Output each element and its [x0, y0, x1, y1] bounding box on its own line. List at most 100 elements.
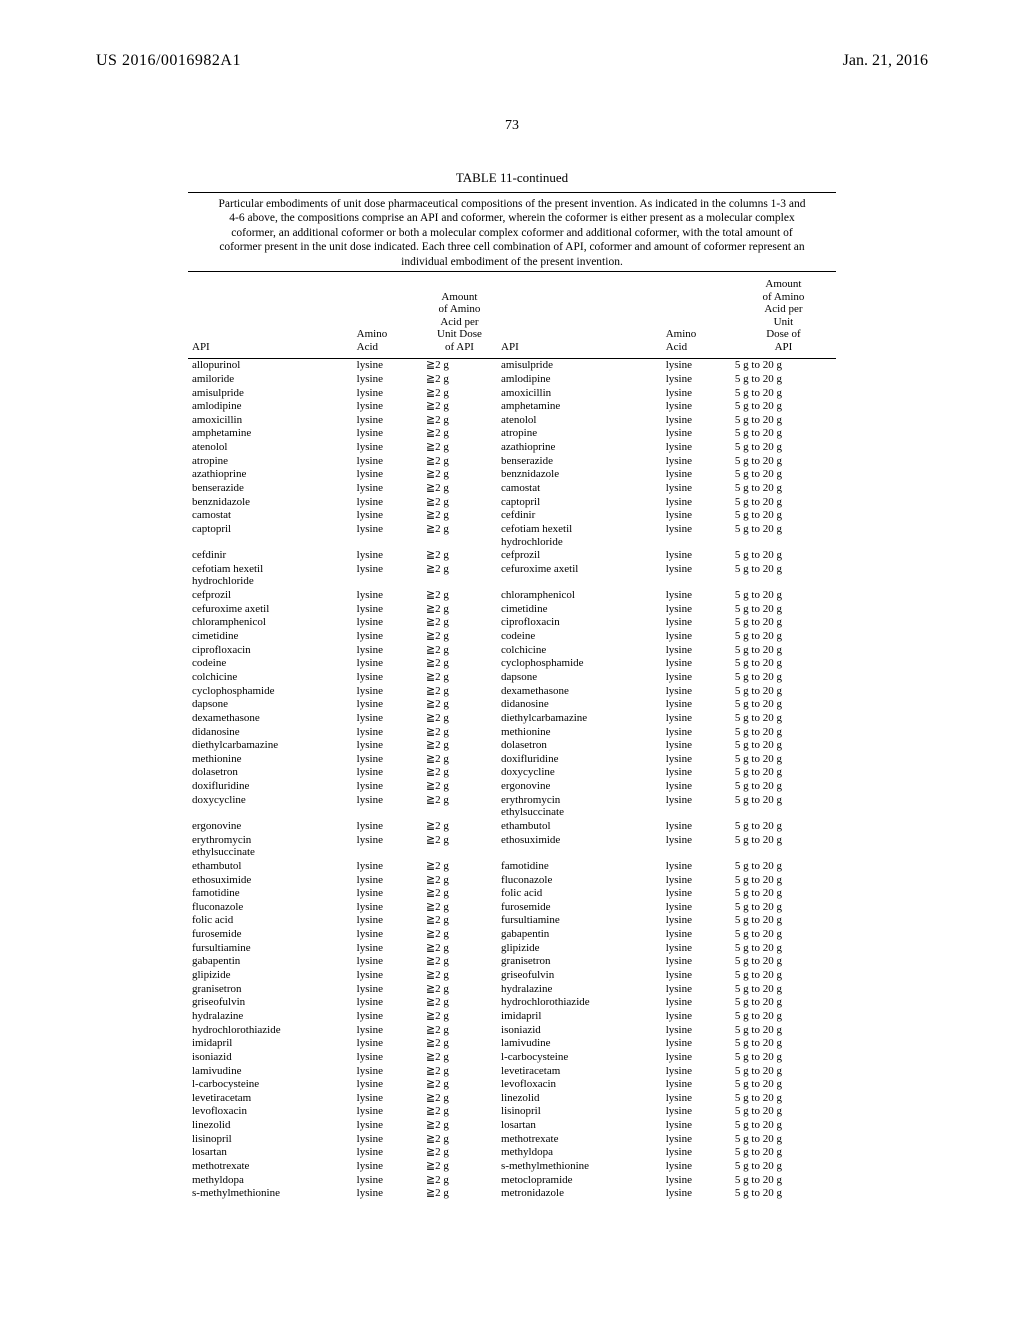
cell-amino-left: lysine [353, 996, 422, 1010]
cell-api-right: captopril [497, 495, 662, 509]
cell-api-right: dolasetron [497, 739, 662, 753]
table-row: amphetaminelysine≧2 gatropinelysine5 g t… [188, 427, 836, 441]
cell-api-right: doxycycline [497, 766, 662, 780]
cell-dose-right: 5 g to 20 g [731, 413, 836, 427]
cell-dose-right: 5 g to 20 g [731, 1009, 836, 1023]
cell-api-right: cimetidine [497, 602, 662, 616]
cell-amino-left: lysine [353, 522, 422, 548]
cell-amino-left: lysine [353, 887, 422, 901]
cell-dose-left: ≧2 g [422, 780, 497, 794]
cell-amino-right: lysine [662, 562, 731, 588]
cell-amino-right: lysine [662, 1105, 731, 1119]
cell-api-right: linezolid [497, 1091, 662, 1105]
cell-amino-right: lysine [662, 643, 731, 657]
cell-api-right: cefprozil [497, 549, 662, 563]
table-row: folic acidlysine≧2 gfursultiaminelysine5… [188, 914, 836, 928]
cell-amino-right: lysine [662, 386, 731, 400]
cell-dose-right: 5 g to 20 g [731, 1132, 836, 1146]
cell-amino-right: lysine [662, 1132, 731, 1146]
patent-number: US 2016/0016982A1 [96, 52, 241, 70]
cell-amino-left: lysine [353, 509, 422, 523]
cell-amino-left: lysine [353, 955, 422, 969]
cell-api-left: ciprofloxacin [188, 643, 353, 657]
cell-api-right: azathioprine [497, 441, 662, 455]
cell-dose-left: ≧2 g [422, 1050, 497, 1064]
cell-amino-right: lysine [662, 1160, 731, 1174]
table-row: cefdinirlysine≧2 gcefprozillysine5 g to … [188, 549, 836, 563]
cell-amino-right: lysine [662, 982, 731, 996]
cell-dose-left: ≧2 g [422, 833, 497, 859]
table-row: azathioprinelysine≧2 gbenznidazolelysine… [188, 468, 836, 482]
cell-amino-left: lysine [353, 1091, 422, 1105]
cell-dose-left: ≧2 g [422, 955, 497, 969]
cell-amino-left: lysine [353, 657, 422, 671]
cell-amino-right: lysine [662, 969, 731, 983]
cell-amino-right: lysine [662, 955, 731, 969]
cell-amino-right: lysine [662, 711, 731, 725]
cell-amino-left: lysine [353, 1050, 422, 1064]
cell-dose-left: ≧2 g [422, 670, 497, 684]
cell-dose-right: 5 g to 20 g [731, 509, 836, 523]
cell-api-left: azathioprine [188, 468, 353, 482]
table-row: isoniazidlysine≧2 gl-carbocysteinelysine… [188, 1050, 836, 1064]
th-dose-right: Amountof AminoAcid perUnitDose ofAPI [731, 272, 836, 358]
cell-amino-left: lysine [353, 1023, 422, 1037]
cell-dose-right: 5 g to 20 g [731, 468, 836, 482]
table-row: levofloxacinlysine≧2 glisinoprillysine5 … [188, 1105, 836, 1119]
cell-amino-left: lysine [353, 1187, 422, 1201]
cell-dose-left: ≧2 g [422, 873, 497, 887]
cell-amino-right: lysine [662, 887, 731, 901]
cell-amino-left: lysine [353, 1037, 422, 1051]
cell-api-left: fursultiamine [188, 941, 353, 955]
cell-api-left: doxycycline [188, 793, 353, 819]
cell-api-left: imidapril [188, 1037, 353, 1051]
cell-api-right: furosemide [497, 900, 662, 914]
cell-dose-left: ≧2 g [422, 684, 497, 698]
cell-api-left: cefdinir [188, 549, 353, 563]
cell-api-left: ethosuximide [188, 873, 353, 887]
cell-amino-right: lysine [662, 820, 731, 834]
cell-amino-right: lysine [662, 589, 731, 603]
cell-amino-right: lysine [662, 468, 731, 482]
cell-dose-right: 5 g to 20 g [731, 1173, 836, 1187]
table-row: losartanlysine≧2 gmethyldopalysine5 g to… [188, 1146, 836, 1160]
cell-api-left: benserazide [188, 481, 353, 495]
cell-api-left: methotrexate [188, 1160, 353, 1174]
cell-dose-left: ≧2 g [422, 481, 497, 495]
cell-amino-right: lysine [662, 427, 731, 441]
cell-dose-left: ≧2 g [422, 562, 497, 588]
table-row: griseofulvinlysine≧2 ghydrochlorothiazid… [188, 996, 836, 1010]
table-row: l-carbocysteinelysine≧2 glevofloxacinlys… [188, 1078, 836, 1092]
cell-amino-right: lysine [662, 549, 731, 563]
cell-api-right: fursultiamine [497, 914, 662, 928]
cell-amino-left: lysine [353, 873, 422, 887]
cell-amino-right: lysine [662, 630, 731, 644]
cell-amino-left: lysine [353, 481, 422, 495]
cell-dose-left: ≧2 g [422, 372, 497, 386]
cell-api-right: dexamethasone [497, 684, 662, 698]
cell-dose-right: 5 g to 20 g [731, 859, 836, 873]
cell-dose-left: ≧2 g [422, 1132, 497, 1146]
cell-dose-right: 5 g to 20 g [731, 562, 836, 588]
cell-amino-left: lysine [353, 793, 422, 819]
cell-dose-right: 5 g to 20 g [731, 1187, 836, 1201]
cell-api-right: ethambutol [497, 820, 662, 834]
cell-api-right: hydralazine [497, 982, 662, 996]
cell-api-left: dapsone [188, 698, 353, 712]
cell-dose-left: ≧2 g [422, 914, 497, 928]
cell-api-left: lisinopril [188, 1132, 353, 1146]
cell-dose-left: ≧2 g [422, 413, 497, 427]
cell-api-left: amlodipine [188, 400, 353, 414]
cell-amino-right: lysine [662, 780, 731, 794]
cell-dose-left: ≧2 g [422, 522, 497, 548]
cell-amino-left: lysine [353, 1119, 422, 1133]
cell-api-right: didanosine [497, 698, 662, 712]
cell-amino-right: lysine [662, 602, 731, 616]
cell-api-right: levetiracetam [497, 1064, 662, 1078]
cell-amino-left: lysine [353, 1132, 422, 1146]
cell-api-left: dolasetron [188, 766, 353, 780]
cell-dose-left: ≧2 g [422, 509, 497, 523]
cell-dose-left: ≧2 g [422, 1160, 497, 1174]
cell-dose-right: 5 g to 20 g [731, 793, 836, 819]
cell-api-left: fluconazole [188, 900, 353, 914]
